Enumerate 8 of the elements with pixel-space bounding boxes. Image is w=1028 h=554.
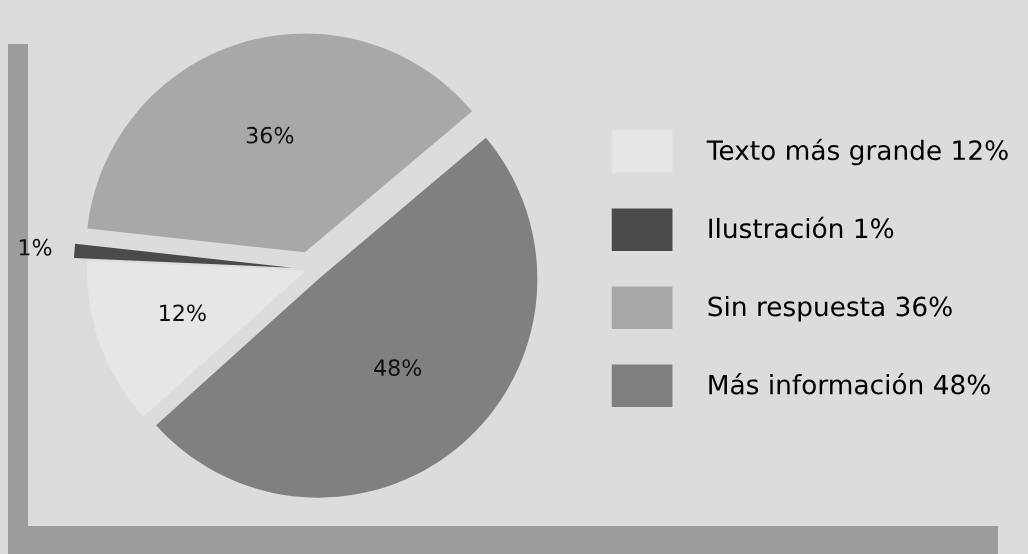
legend-label: Texto más grande 12% [706, 138, 1008, 166]
legend-label: Más información 48% [709, 373, 990, 395]
legend-label: Sin respuesta 36% [708, 296, 952, 322]
data-label: 48% [374, 359, 422, 377]
legend-label: Ilustración 1% [709, 216, 894, 239]
data-label: 1% [19, 238, 52, 256]
data-label: 36% [246, 126, 294, 144]
data-label: 12% [160, 304, 206, 322]
